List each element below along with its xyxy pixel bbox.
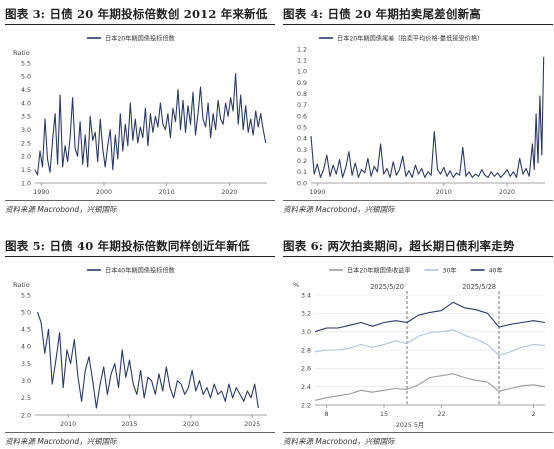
chart-area: 日本20年期国债尾差（拍卖平均价格-最低接受价格） 0.0 0.1 0.2 0.3 0.4…	[297, 35, 545, 196]
y-tick-label: 3.0	[21, 127, 31, 134]
series-line	[34, 73, 267, 176]
legend-entry: 日本20年期国债尾差（拍卖平均价格-最低接受价格）	[337, 35, 483, 43]
series-line	[314, 373, 546, 401]
y-tick-label: 2.5	[21, 395, 31, 402]
y-tick-label: 0.0	[297, 180, 307, 187]
chart-panel-4: 图表 4: 日债 20 年期拍卖尾差创新高 日本20年期国债尾差（拍卖平均价格-…	[283, 4, 553, 216]
y-tick-label: 2.6	[301, 366, 311, 373]
source-note: 资料来源 Macrobond，兴银国际	[283, 200, 553, 216]
series-line	[36, 311, 259, 409]
chart-title: 图表 6: 两次拍卖期间，超长期日债利率走势	[283, 236, 553, 257]
x-tick-label: 1990	[33, 189, 49, 196]
y-tick-label: 1.1	[297, 57, 307, 64]
source-note: 资料来源 Macrobond，兴银国际	[5, 432, 275, 448]
y-tick-label: 0.7	[297, 102, 307, 109]
series-line	[310, 56, 545, 178]
y-tick-label: 5.0	[21, 309, 31, 316]
y-axis-label: Ratio	[13, 49, 30, 57]
y-tick-label: 5.0	[21, 74, 31, 81]
legend-entry: 30年	[443, 267, 457, 275]
y-tick-label: 0.9	[297, 80, 307, 87]
x-tick-label: 2010	[60, 421, 76, 428]
y-tick-label: 4.0	[21, 344, 31, 351]
y-tick-label: 3.0	[21, 378, 31, 385]
x-axis-label: 2025 5月	[396, 421, 424, 429]
y-tick-label: 2.2	[301, 402, 311, 409]
y-tick-label: 4.5	[21, 87, 31, 94]
x-tick-label: 2	[531, 411, 535, 418]
series-line	[314, 301, 546, 333]
chart-area: 日本20年期国债投标倍数 Ratio 1.0 1.5 2.0 2.5 3.0 3.5 4.0 4.…	[13, 35, 267, 196]
y-axis-label: %	[293, 281, 299, 289]
y-tick-label: 4.5	[21, 327, 31, 334]
legend-entry: 日本40年期国债投标倍数	[105, 267, 176, 275]
y-tick-label: 5.5	[21, 292, 31, 299]
y-tick-label: 3.0	[301, 329, 311, 336]
legend-entry: 日本20年期国债收益率	[347, 267, 411, 275]
series-line	[314, 329, 546, 357]
x-tick-label: 15	[380, 411, 388, 418]
source-note: 资料来源 Macrobond，兴银国际	[283, 432, 553, 448]
x-tick-label: 8	[324, 411, 328, 418]
chart-panel-5: 图表 5: 日债 40 年期投标倍数同样创近年新低 日本40年期国债投标倍数 Ra…	[5, 236, 275, 448]
x-tick-label: 1990	[309, 189, 325, 196]
x-tick-label: 2020	[221, 189, 237, 196]
source-note: 资料来源 Macrobond，兴银国际	[5, 200, 275, 216]
annotation-label: 2025/5/28	[462, 283, 496, 291]
y-tick-label: 0.4	[297, 136, 307, 143]
y-tick-label: 5.5	[21, 60, 31, 67]
y-tick-label: 2.0	[21, 154, 31, 161]
chart-title: 图表 4: 日债 20 年期拍卖尾差创新高	[283, 4, 553, 25]
x-tick-label: 2010	[436, 189, 452, 196]
x-tick-label: 2010	[159, 189, 175, 196]
chart-title: 图表 5: 日债 40 年期投标倍数同样创近年新低	[5, 236, 275, 257]
y-tick-label: 2.8	[301, 347, 311, 354]
chart-panel-3: 图表 3: 日债 20 年期投标倍数创 2012 年来新低 日本20年期国债投标…	[5, 4, 275, 216]
chart-title: 图表 3: 日债 20 年期投标倍数创 2012 年来新低	[5, 4, 275, 25]
x-tick-label: 2020	[183, 421, 199, 428]
y-tick-label: 0.1	[297, 169, 307, 176]
y-tick-label: 0.6	[297, 113, 307, 120]
y-tick-label: 0.3	[297, 147, 307, 154]
x-tick-label: 22	[437, 411, 445, 418]
legend-entry: 40年	[489, 267, 503, 275]
y-tick-label: 0.8	[297, 91, 307, 98]
y-axis-label: Ratio	[13, 281, 30, 289]
y-tick-label: 2.4	[301, 384, 311, 391]
y-tick-label: 0.2	[297, 158, 307, 165]
x-tick-label: 2000	[96, 189, 112, 196]
y-tick-label: 3.2	[301, 311, 311, 318]
y-tick-label: 1.0	[297, 69, 307, 76]
y-tick-label: 1.2	[297, 46, 307, 53]
y-tick-label: 1.0	[21, 180, 31, 187]
y-tick-label: 0.5	[297, 124, 307, 131]
legend-entry: 日本20年期国债投标倍数	[105, 35, 176, 43]
x-tick-label: 2020	[499, 189, 515, 196]
chart-panel-6: 图表 6: 两次拍卖期间，超长期日债利率走势 日本20年期国债收益率 30年 40年…	[283, 236, 553, 448]
x-tick-label: 2015	[122, 421, 138, 428]
y-tick-label: 3.4	[301, 292, 311, 299]
y-tick-label: 4.0	[21, 100, 31, 107]
x-tick-label: 2025	[244, 421, 260, 428]
y-tick-label: 1.5	[21, 167, 31, 174]
y-tick-label: 2.5	[21, 140, 31, 147]
annotation-label: 2025/5/20	[370, 283, 404, 291]
chart-area: 日本40年期国债投标倍数 Ratio 2.0 2.5 3.0 3.5 4.0 4.5 5.0 5.…	[13, 267, 267, 428]
y-tick-label: 3.5	[21, 114, 31, 121]
y-tick-label: 2.0	[21, 412, 31, 419]
chart-area: 日本20年期国债收益率 30年 40年% 2.2 2.4 2.6 2.8 3.0 3.2 3.4 8…	[293, 267, 546, 429]
y-tick-label: 3.5	[21, 361, 31, 368]
